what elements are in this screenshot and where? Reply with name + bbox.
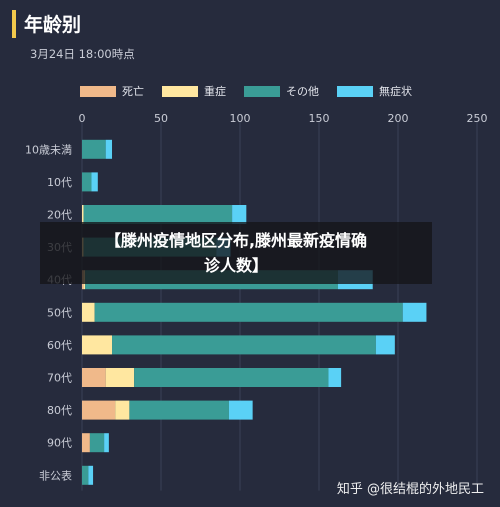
bar-other-9: [89, 433, 105, 453]
bar-asymptomatic-2: [232, 205, 247, 224]
headline-overlay: 【滕州疫情地区分布,滕州最新疫情确 诊人数】: [40, 222, 432, 284]
bar-other-0: [82, 139, 106, 159]
bar-other-10: [82, 465, 89, 485]
y-tick-label: 20代: [47, 209, 72, 222]
x-tick-label: 0: [79, 112, 86, 125]
bar-asymptomatic-7: [328, 368, 342, 387]
legend-item-severe: 重症: [162, 83, 226, 99]
y-tick-label: 90代: [47, 437, 72, 450]
y-tick-label: 50代: [47, 306, 72, 319]
y-tick-label: 10歳未満: [25, 143, 72, 156]
bar-death-9: [82, 433, 90, 453]
legend-label-asymptomatic: 無症状: [379, 85, 412, 98]
bar-other-8: [129, 400, 229, 420]
y-tick-label: 10代: [47, 176, 72, 189]
watermark: 知乎 @很结棍的外地民工: [336, 482, 484, 497]
x-tick-label: 250: [467, 112, 488, 125]
legend-swatch-asymptomatic: [337, 85, 373, 97]
chart-subtitle: 3月24日 18:00時点: [30, 47, 135, 61]
bar-other-2: [83, 205, 233, 224]
x-tick-label: 150: [309, 112, 330, 125]
legend-swatch-other: [244, 85, 280, 97]
legend-label-severe: 重症: [204, 85, 226, 98]
x-tick-label: 50: [154, 112, 168, 125]
bar-asymptomatic-6: [375, 335, 395, 355]
chart-legend: 死亡 重症 その他 無症状: [80, 83, 430, 99]
headline-line-2: 诊人数】: [203, 256, 268, 275]
legend-item-asymptomatic: 無症状: [337, 83, 412, 99]
bar-severe-7: [105, 368, 135, 387]
bar-other-7: [134, 368, 329, 387]
legend-swatch-severe: [162, 85, 198, 97]
bar-death-7: [82, 368, 106, 387]
legend-swatch-death: [80, 85, 116, 97]
bar-other-1: [82, 172, 92, 192]
legend-item-death: 死亡: [80, 83, 144, 99]
bar-asymptomatic-0: [105, 139, 113, 159]
legend-label-death: 死亡: [122, 85, 144, 98]
bar-asymptomatic-8: [228, 400, 253, 420]
bar-severe-8: [115, 400, 130, 420]
bar-asymptomatic-1: [91, 172, 98, 192]
legend-item-other: その他: [244, 83, 319, 99]
y-tick-label: 70代: [47, 372, 72, 385]
bar-asymptomatic-9: [104, 433, 109, 453]
bar-severe-6: [82, 335, 113, 355]
bar-death-8: [82, 400, 116, 420]
bar-other-5: [94, 302, 403, 322]
y-tick-label: 60代: [47, 339, 72, 352]
bar-asymptomatic-10: [88, 465, 94, 485]
x-tick-label: 100: [230, 112, 251, 125]
bar-asymptomatic-5: [402, 302, 427, 322]
y-tick-label: 非公表: [39, 468, 72, 482]
x-tick-label: 200: [388, 112, 409, 125]
bar-severe-5: [82, 302, 95, 322]
headline-line-1: 【滕州疫情地区分布,滕州最新疫情确: [104, 231, 368, 250]
y-tick-label: 80代: [47, 404, 72, 417]
chart-title: 年龄别: [24, 14, 82, 36]
bar-other-6: [112, 335, 376, 355]
legend-label-other: その他: [286, 85, 319, 98]
title-accent-bar: [12, 10, 16, 38]
bar-severe-2: [82, 205, 84, 224]
